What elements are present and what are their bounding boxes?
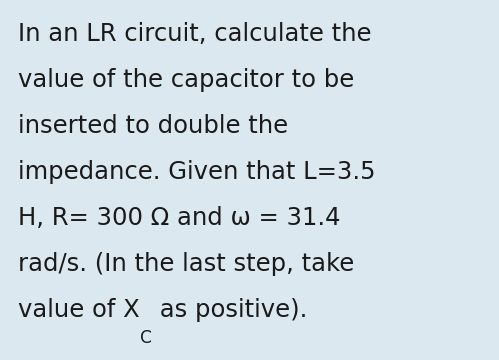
- Text: inserted to double the: inserted to double the: [18, 114, 288, 138]
- Text: rad/s. (In the last step, take: rad/s. (In the last step, take: [18, 252, 354, 276]
- Text: value of X: value of X: [18, 298, 140, 322]
- Text: H, R= 300 Ω and ω = 31.4: H, R= 300 Ω and ω = 31.4: [18, 206, 340, 230]
- Text: C: C: [140, 329, 152, 347]
- Text: In an LR circuit, calculate the: In an LR circuit, calculate the: [18, 22, 371, 46]
- Text: value of the capacitor to be: value of the capacitor to be: [18, 68, 354, 92]
- Text: as positive).: as positive).: [152, 298, 307, 322]
- Text: impedance. Given that L=3.5: impedance. Given that L=3.5: [18, 160, 376, 184]
